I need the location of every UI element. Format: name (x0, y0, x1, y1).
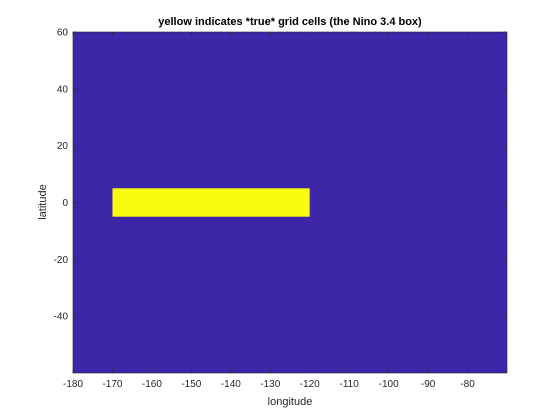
true-region-cells (112, 188, 310, 217)
x-tick-label: -80 (460, 379, 475, 390)
y-axis-ticks: -40 -20 0 20 40 60 (54, 28, 507, 323)
x-tick-label: -150 (181, 379, 201, 390)
axes-box (72, 31, 508, 374)
x-axis-label: longitude (268, 396, 313, 408)
y-tick-label: 0 (62, 198, 68, 209)
x-axis-ticks: -180 -170 -160 -150 -140 -130 -120 -110 -100 -90 -… (63, 32, 475, 390)
x-tick-label: -100 (379, 379, 399, 390)
x-tick-label: -90 (421, 379, 436, 390)
y-tick-label: -20 (54, 255, 69, 266)
x-tick-label: -110 (340, 379, 360, 390)
x-tick-label: -120 (300, 379, 320, 390)
x-tick-label: -140 (221, 379, 241, 390)
y-tick-label: 60 (57, 28, 69, 39)
x-tick-label: -130 (260, 379, 280, 390)
y-tick-label: -40 (54, 312, 69, 323)
y-tick-label: 40 (57, 84, 69, 95)
x-tick-label: -160 (142, 379, 162, 390)
y-tick-label: 20 (57, 141, 69, 152)
chart-title: yellow indicates *true* grid cells (the … (158, 16, 422, 28)
x-tick-label: -180 (63, 379, 83, 390)
y-axis-label: latitude (37, 184, 49, 219)
x-tick-label: -170 (102, 379, 122, 390)
